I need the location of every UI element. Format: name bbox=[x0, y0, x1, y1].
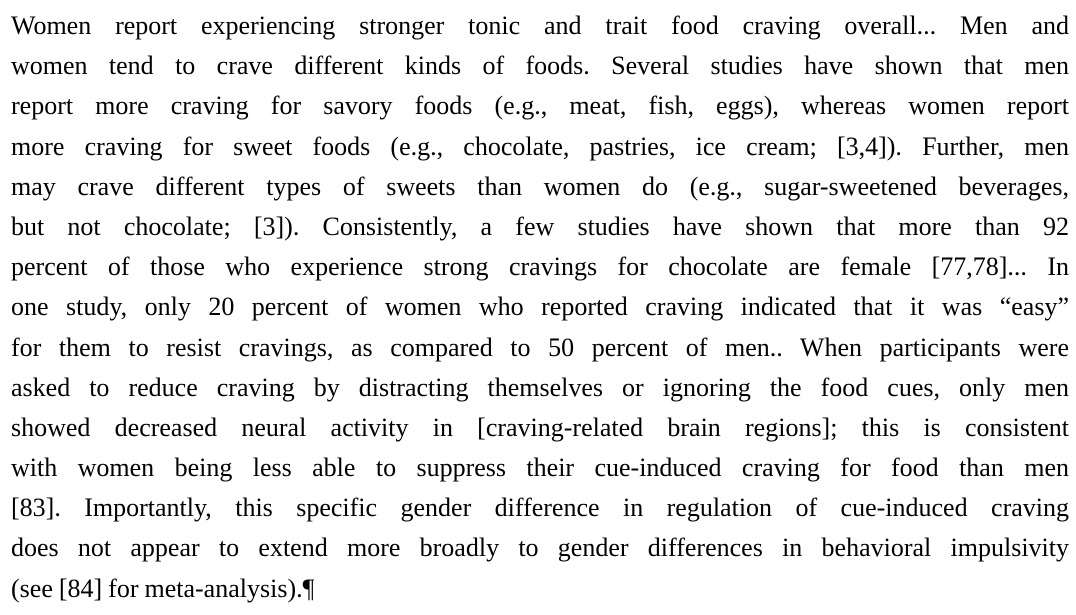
text-line: may crave different types of sweets than… bbox=[11, 171, 1069, 201]
text-line: [83]. Importantly, this specific gender … bbox=[11, 493, 1069, 523]
text-line: one study, only 20 percent of women who … bbox=[11, 292, 1069, 322]
text-line: for them to resist cravings, as compared… bbox=[11, 332, 1069, 362]
text-line: with women being less able to suppress t… bbox=[11, 453, 1069, 483]
text-line: women tend to crave different kinds of f… bbox=[11, 51, 1069, 81]
text-line: asked to reduce craving by distracting t… bbox=[11, 372, 1069, 402]
text-line: report more craving for savory foods (e.… bbox=[11, 91, 1069, 121]
text-line: Women report experiencing stronger tonic… bbox=[11, 11, 1069, 40]
text-line: percent of those who experience strong c… bbox=[11, 252, 1069, 282]
text-line: more craving for sweet foods (e.g., choc… bbox=[11, 131, 1069, 161]
text-line: showed decreased neural activity in [cra… bbox=[11, 412, 1069, 442]
text-line: but not chocolate; [3]). Consistently, a… bbox=[11, 211, 1069, 241]
document-paragraph: Women report experiencing stronger tonic… bbox=[11, 6, 1069, 609]
text-line: does not appear to extend more broadly t… bbox=[11, 533, 1069, 563]
text-line: (see [84] for meta-analysis).¶ bbox=[11, 573, 315, 603]
